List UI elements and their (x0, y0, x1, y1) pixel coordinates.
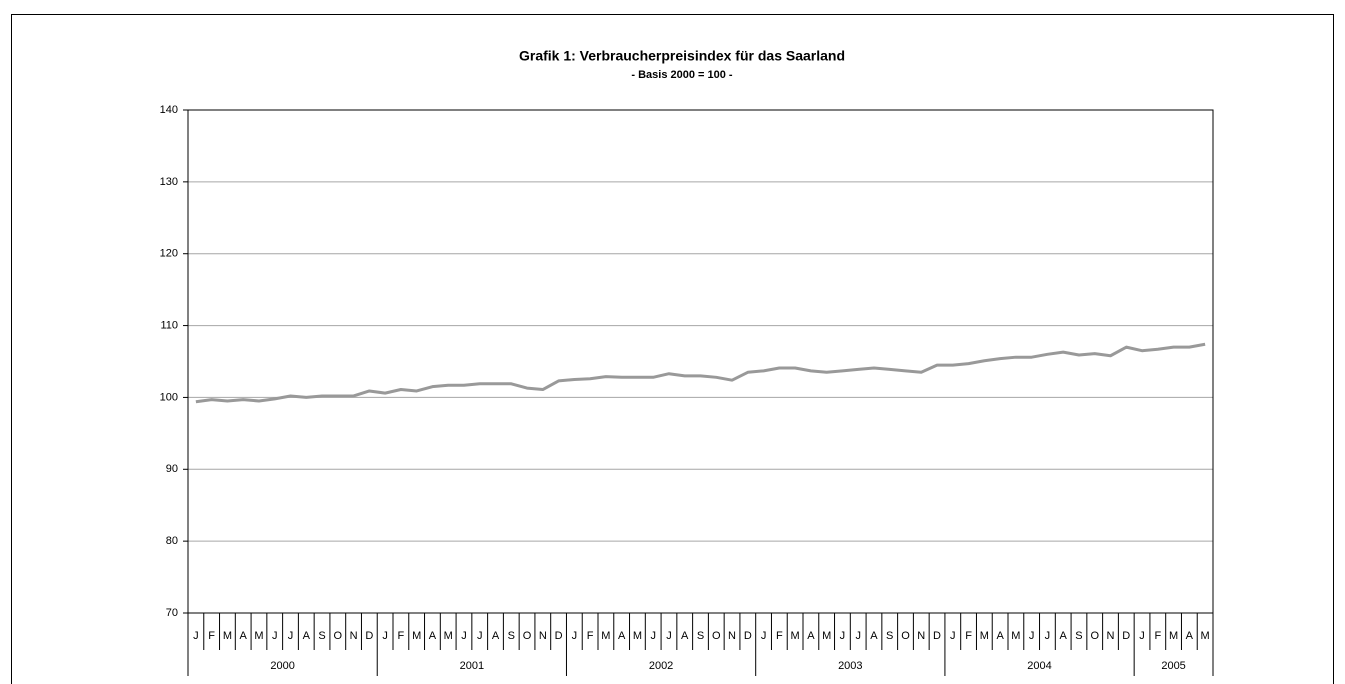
x-tick-label: J (761, 630, 767, 642)
x-tick-label: M (444, 630, 453, 642)
x-tick-label: S (508, 630, 515, 642)
x-tick-label: F (776, 630, 783, 642)
year-label: 2004 (1027, 660, 1051, 672)
year-label: 2003 (838, 660, 862, 672)
y-tick-label: 90 (166, 463, 178, 475)
x-tick-label: M (791, 630, 800, 642)
x-tick-label: N (539, 630, 547, 642)
x-tick-label: O (901, 630, 910, 642)
x-tick-label: J (840, 630, 846, 642)
x-tick-label: O (1090, 630, 1099, 642)
x-tick-label: J (1029, 630, 1035, 642)
x-tick-label: O (334, 630, 343, 642)
x-tick-label: N (917, 630, 925, 642)
chart-title: Grafik 1: Verbraucherpreisindex für das … (519, 48, 845, 64)
year-label: 2002 (649, 660, 673, 672)
x-tick-label: J (1045, 630, 1051, 642)
x-tick-label: J (666, 630, 672, 642)
x-tick-label: A (807, 630, 815, 642)
x-tick-label: A (681, 630, 689, 642)
x-tick-label: A (996, 630, 1004, 642)
x-tick-label: M (254, 630, 263, 642)
x-tick-label: J (1139, 630, 1145, 642)
x-tick-label: J (272, 630, 278, 642)
x-tick-label: F (398, 630, 405, 642)
x-tick-label: J (461, 630, 467, 642)
x-tick-label: N (350, 630, 358, 642)
year-label: 2001 (460, 660, 484, 672)
data-line (195, 342, 1206, 404)
x-tick-label: A (240, 630, 248, 642)
x-tick-label: N (728, 630, 736, 642)
x-tick-label: M (633, 630, 642, 642)
x-tick-label: J (950, 630, 956, 642)
x-tick-label: S (697, 630, 704, 642)
x-tick-label: O (712, 630, 721, 642)
x-tick-label: F (587, 630, 594, 642)
x-tick-label: A (492, 630, 500, 642)
x-tick-label: S (1075, 630, 1082, 642)
x-tick-label: M (223, 630, 232, 642)
x-tick-label: J (193, 630, 199, 642)
x-tick-label: N (1107, 630, 1115, 642)
y-tick-label: 120 (160, 248, 178, 260)
x-tick-label: A (303, 630, 311, 642)
x-tick-label: F (965, 630, 972, 642)
x-tick-label: J (288, 630, 294, 642)
x-tick-label: M (412, 630, 421, 642)
y-tick-label: 140 (160, 104, 178, 116)
chart-frame (11, 14, 1334, 684)
chart-subtitle: - Basis 2000 = 100 - (631, 69, 733, 81)
x-tick-label: S (886, 630, 893, 642)
year-label: 2005 (1161, 660, 1185, 672)
y-tick-label: 70 (166, 607, 178, 619)
x-tick-label: M (601, 630, 610, 642)
x-tick-label: F (208, 630, 215, 642)
y-tick-label: 110 (160, 319, 178, 331)
x-tick-label: O (523, 630, 532, 642)
y-tick-label: 130 (160, 176, 178, 188)
x-tick-label: M (822, 630, 831, 642)
x-tick-label: A (1186, 630, 1194, 642)
x-tick-label: J (382, 630, 388, 642)
x-tick-label: A (870, 630, 878, 642)
x-tick-label: M (1011, 630, 1020, 642)
x-tick-label: J (477, 630, 483, 642)
x-tick-label: J (572, 630, 578, 642)
x-tick-label: A (429, 630, 437, 642)
x-tick-label: D (1122, 630, 1130, 642)
x-tick-label: D (744, 630, 752, 642)
x-tick-label: F (1154, 630, 1161, 642)
x-tick-label: S (318, 630, 325, 642)
x-tick-label: A (618, 630, 626, 642)
y-tick-label: 80 (166, 535, 178, 547)
x-tick-label: D (933, 630, 941, 642)
x-tick-label: A (1060, 630, 1068, 642)
x-tick-label: D (555, 630, 563, 642)
x-tick-label: J (650, 630, 656, 642)
x-tick-label: M (1169, 630, 1178, 642)
plot-frame (187, 109, 1214, 614)
x-tick-label: M (1201, 630, 1210, 642)
year-label: 2000 (270, 660, 294, 672)
x-tick-label: J (855, 630, 861, 642)
x-tick-label: M (980, 630, 989, 642)
x-tick-label: D (365, 630, 373, 642)
y-tick-label: 100 (160, 391, 178, 403)
